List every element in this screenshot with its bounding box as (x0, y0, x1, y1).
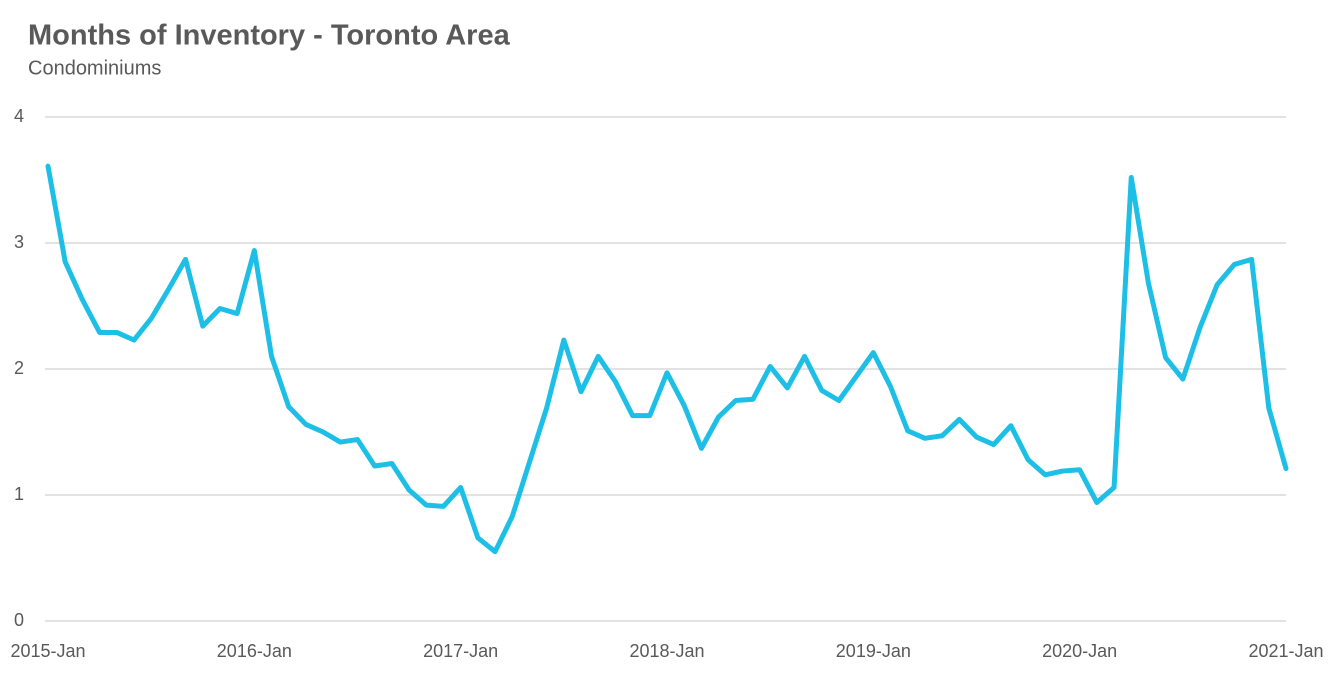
x-tick-label: 2019-Jan (836, 641, 911, 661)
y-tick-label: 1 (14, 484, 24, 504)
x-tick-label: 2017-Jan (423, 641, 498, 661)
y-tick-label: 2 (14, 358, 24, 378)
x-tick-label: 2016-Jan (217, 641, 292, 661)
chart-title: Months of Inventory - Toronto Area (28, 20, 511, 52)
data-line (45, 163, 1289, 555)
x-tick-label: 2021-Jan (1248, 641, 1323, 661)
y-tick-label: 3 (14, 232, 24, 252)
x-tick-label: 2020-Jan (1042, 641, 1117, 661)
x-tick-label: 2018-Jan (629, 641, 704, 661)
x-tick-label: 2015-Jan (10, 641, 85, 661)
chart-subtitle: Condominiums (28, 57, 161, 79)
y-tick-label: 4 (14, 106, 24, 126)
y-tick-label: 0 (14, 610, 24, 630)
